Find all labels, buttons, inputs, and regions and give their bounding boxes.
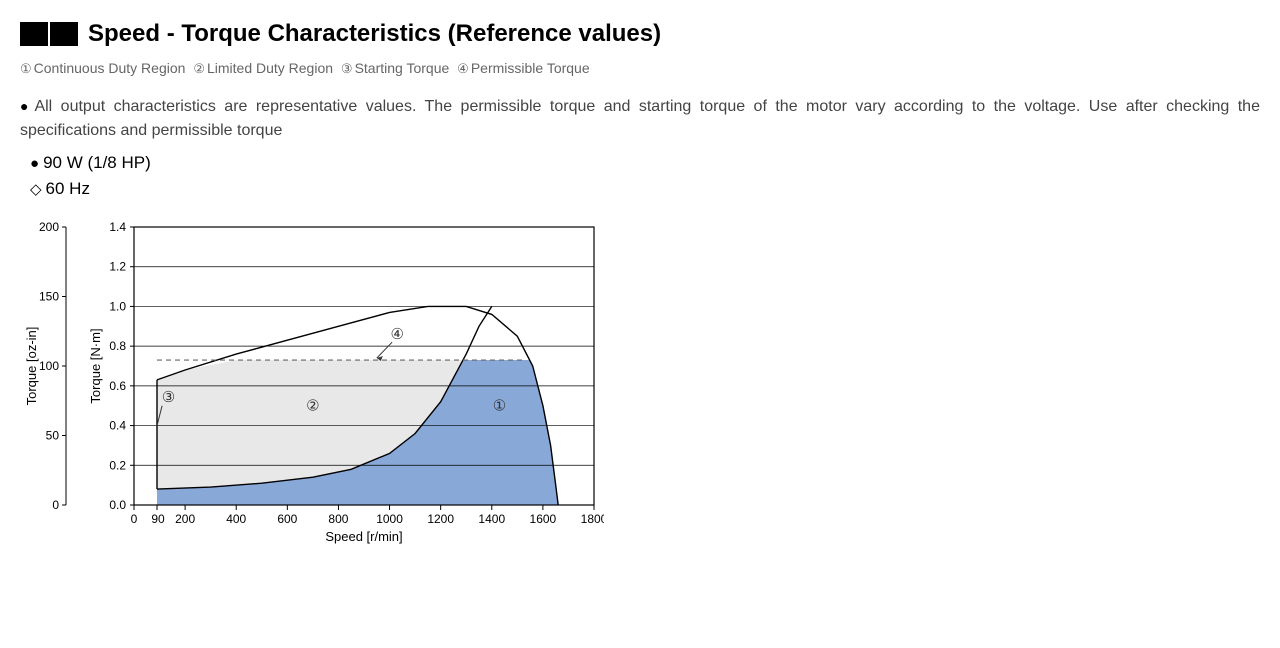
svg-text:600: 600 [277,512,297,526]
svg-text:③: ③ [162,389,175,406]
svg-text:1200: 1200 [427,512,454,526]
svg-text:1.0: 1.0 [109,299,126,313]
svg-text:1600: 1600 [530,512,557,526]
section-title-row: Speed - Torque Characteristics (Referenc… [20,20,1260,48]
svg-text:800: 800 [328,512,348,526]
legend-item-3: ③Starting Torque [341,60,449,76]
svg-text:1400: 1400 [478,512,505,526]
svg-text:0: 0 [52,498,59,512]
svg-text:Torque [oz-in]: Torque [oz-in] [24,327,39,406]
legend-item-4: ④Permissible Torque [457,60,589,76]
speed-torque-chart: 09020040060080010001200140016001800Speed… [24,211,1260,556]
legend-row: ①Continuous Duty Region ②Limited Duty Re… [20,60,1260,77]
svg-text:0.8: 0.8 [109,339,126,353]
svg-text:200: 200 [175,512,195,526]
svg-text:Torque [N·m]: Torque [N·m] [88,328,103,403]
title-squares-icon [20,22,78,46]
svg-text:②: ② [306,398,319,415]
svg-text:1000: 1000 [376,512,403,526]
svg-text:0.4: 0.4 [109,419,126,433]
svg-text:0: 0 [131,512,138,526]
svg-text:0.6: 0.6 [109,379,126,393]
svg-text:1800: 1800 [581,512,604,526]
svg-text:1.2: 1.2 [109,260,126,274]
chart-svg: 09020040060080010001200140016001800Speed… [24,211,604,551]
svg-text:90: 90 [151,512,165,526]
svg-text:1.4: 1.4 [109,220,126,234]
svg-text:150: 150 [39,290,59,304]
svg-text:④: ④ [390,326,403,343]
svg-text:0.0: 0.0 [109,498,126,512]
svg-text:0.2: 0.2 [109,458,126,472]
freq-spec: 60 Hz [30,179,1260,199]
note-text: All output characteristics are represent… [20,95,1260,143]
svg-text:400: 400 [226,512,246,526]
svg-text:Speed [r/min]: Speed [r/min] [325,529,402,544]
svg-text:50: 50 [46,429,60,443]
power-spec: 90 W (1/8 HP) [30,153,1260,173]
section-title: Speed - Torque Characteristics (Referenc… [88,20,661,48]
legend-item-2: ②Limited Duty Region [193,60,333,76]
svg-text:①: ① [493,398,506,415]
legend-item-1: ①Continuous Duty Region [20,60,185,76]
svg-text:100: 100 [39,359,59,373]
svg-text:200: 200 [39,220,59,234]
